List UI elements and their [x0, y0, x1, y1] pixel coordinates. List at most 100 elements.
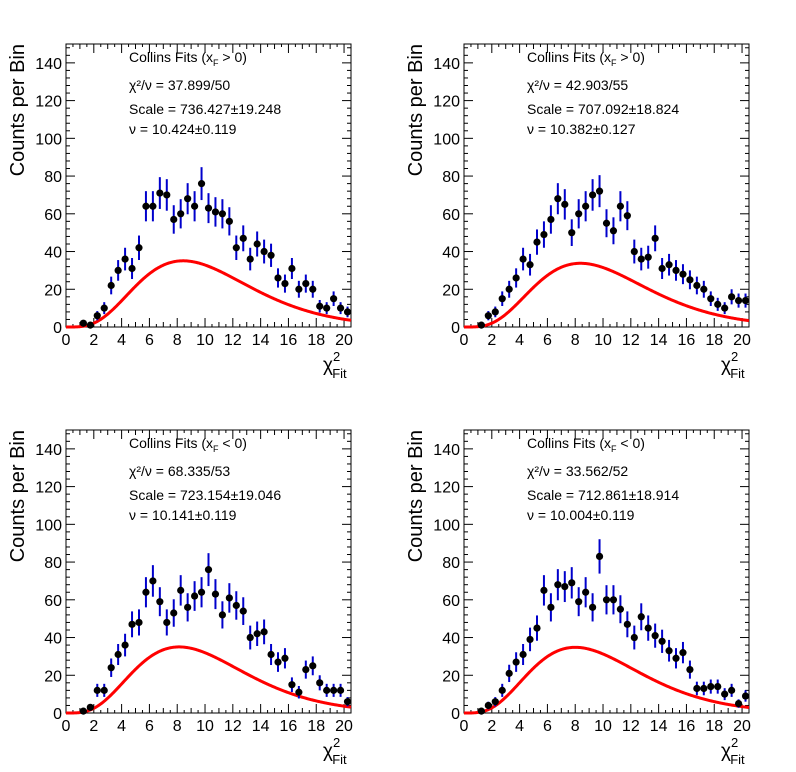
data-point	[700, 684, 708, 693]
x-tick-label: 18	[705, 718, 723, 735]
plot-frame	[65, 43, 352, 328]
data-point	[707, 295, 715, 303]
data-point	[93, 312, 101, 320]
data-point	[609, 227, 618, 235]
data-point	[177, 586, 185, 594]
data-point	[107, 664, 115, 672]
chi2-label: χ²/ν	[527, 463, 550, 479]
data-point	[505, 285, 513, 293]
nu-stat: ν = 10.382±0.127	[527, 121, 636, 137]
data-point	[302, 280, 310, 288]
x-axis-title-sup: 2	[731, 735, 738, 750]
y-tick-label: 120	[433, 480, 460, 497]
data-point	[336, 304, 345, 312]
data-point	[623, 620, 631, 628]
data-point	[644, 253, 652, 261]
x-axis-title-main: χ	[323, 741, 333, 762]
chi2-label: χ²/ν	[129, 77, 152, 93]
data-point	[616, 202, 625, 210]
y-tick-label: 100	[35, 131, 62, 148]
x-tick-label: 0	[62, 718, 71, 735]
nu-value: 10.382±0.127	[550, 121, 636, 137]
data-point	[135, 244, 143, 252]
data-point	[609, 596, 618, 604]
data-point	[616, 605, 625, 613]
x-axis-title: χ2 Fit	[323, 735, 347, 767]
data-point	[714, 682, 722, 691]
x-axis-title-sup: 2	[333, 735, 340, 750]
x-tick-label: 14	[252, 718, 270, 735]
data-point	[498, 686, 506, 694]
panel-title-suffix: > 0)	[617, 49, 645, 65]
data-point	[177, 210, 185, 218]
y-tick-label: 80	[44, 555, 62, 572]
chi2-label: χ²/ν	[527, 77, 550, 93]
y-tick-label: 20	[44, 282, 62, 299]
panel-title-suffix: < 0)	[219, 435, 247, 451]
data-point	[267, 650, 275, 659]
data-point	[651, 234, 659, 242]
x-tick-label: 18	[307, 332, 325, 349]
y-tick-label: 20	[442, 668, 460, 685]
x-axis-title-sup: 2	[731, 349, 738, 364]
data-point	[484, 312, 492, 320]
panel-title: Collins Fits (xF > 0)	[129, 49, 247, 68]
data-point	[540, 230, 548, 239]
x-tick-label: 4	[117, 718, 126, 735]
data-point	[260, 247, 268, 256]
x-tick-label: 2	[487, 718, 496, 735]
plot-frame	[463, 43, 750, 328]
data-point	[323, 686, 331, 694]
chi2-label: χ²/ν	[129, 463, 152, 479]
data-point	[170, 609, 178, 617]
data-point	[658, 264, 666, 273]
x-axis-title-main: χ	[721, 741, 731, 762]
data-point	[100, 686, 108, 694]
x-tick-label: 14	[650, 718, 668, 735]
data-point	[741, 296, 750, 305]
data-point	[665, 261, 673, 269]
data-point	[651, 632, 659, 640]
scale-label: Scale	[129, 487, 164, 503]
collins-fit-panel-1: 0 2 4 6 8 10 12 14 16 18 20 0 20 40 60 80 100 120 140 Count…	[7, 43, 353, 381]
y-tick-label: 100	[35, 517, 62, 534]
x-tick-label: 6	[145, 718, 154, 735]
data-point	[135, 618, 143, 627]
data-point	[630, 247, 638, 256]
data-point	[595, 552, 604, 561]
chi2-value: 37.899/50	[168, 77, 230, 93]
y-tick-label: 120	[433, 94, 460, 111]
data-point	[114, 266, 122, 274]
data-point	[225, 217, 233, 225]
data-point	[184, 603, 192, 611]
y-tick-label: 80	[442, 555, 460, 572]
data-point	[343, 698, 352, 706]
data-point	[309, 285, 317, 293]
data-point	[665, 647, 673, 655]
panel-title-sub: F	[213, 444, 219, 454]
data-point	[741, 692, 750, 700]
data-point	[588, 603, 597, 611]
x-tick-label: 18	[705, 332, 723, 349]
fit-curve	[66, 259, 352, 329]
y-tick-label: 80	[44, 169, 62, 186]
data-point	[602, 219, 611, 227]
data-point	[734, 296, 743, 305]
x-tick-label: 0	[460, 718, 469, 735]
data-point	[232, 244, 240, 252]
y-tick-label: 20	[442, 282, 460, 299]
panel-title-prefix: Collins Fits (x	[527, 49, 611, 65]
scale-value: 712.861±18.914	[578, 487, 679, 503]
data-point	[239, 234, 247, 242]
data-point	[295, 285, 303, 293]
y-tick-label: 40	[442, 245, 460, 262]
collins-fit-panel-4: 0 2 4 6 8 10 12 14 16 18 20 0 20 40 60 80 100 120 140 Count…	[405, 429, 751, 767]
data-point	[672, 654, 680, 662]
data-point	[274, 274, 282, 282]
data-point	[323, 304, 331, 312]
y-tick-label: 60	[442, 207, 460, 224]
x-tick-label: 10	[196, 332, 214, 349]
data-point	[637, 613, 645, 621]
data-point	[197, 588, 206, 596]
x-axis-title-sub: Fit	[730, 752, 745, 767]
